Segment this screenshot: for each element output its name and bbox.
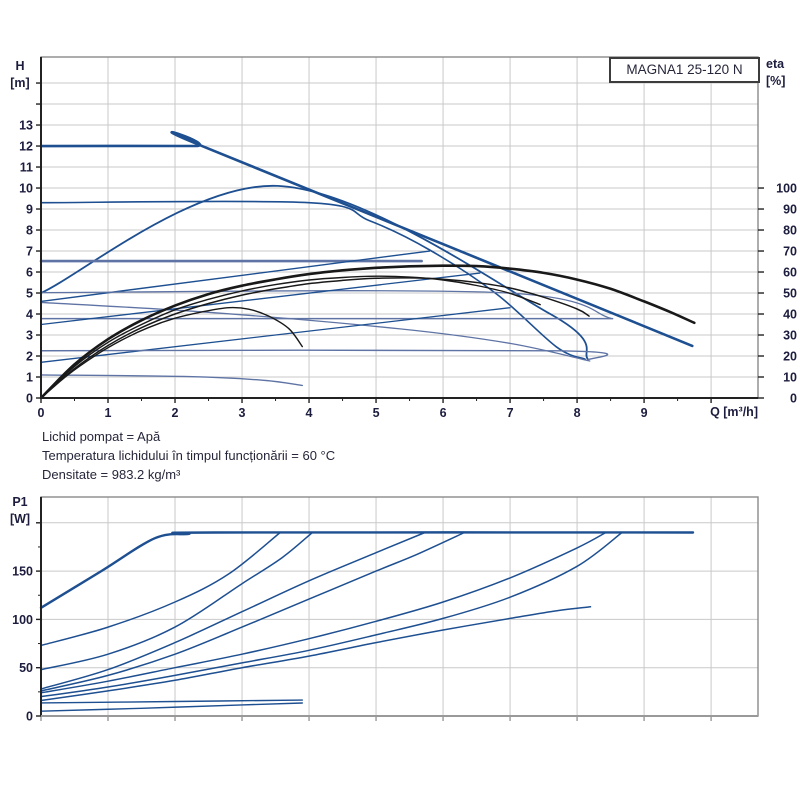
eta-tick-label: 80	[783, 224, 797, 238]
pump-model-label: MAGNA1 25-120 N	[609, 57, 760, 83]
y-tick-label: 9	[26, 203, 33, 217]
y-tick-label: 12	[19, 140, 33, 154]
q-axis-title: Q [m³/h]	[710, 405, 758, 419]
p1-max-curve	[39, 531, 695, 610]
y-tick-label: 11	[20, 161, 33, 175]
const-pressure-5-curve	[40, 290, 612, 319]
x-tick-label: 3	[239, 406, 246, 420]
p1-min-curve-a	[40, 699, 303, 704]
p1-curve-4	[40, 531, 426, 690]
prop-riser-mid	[40, 272, 481, 326]
x-tick-label: 2	[172, 406, 179, 420]
y-tick-label: 10	[19, 182, 33, 196]
p1-axis-symbol: P1	[12, 495, 28, 509]
y-tick-label: 2	[26, 350, 33, 364]
h-axis-title: H [m]	[2, 58, 38, 92]
info-line-density: Densitate = 983.2 kg/m³	[42, 467, 181, 482]
y-tick-label: 13	[19, 119, 33, 133]
y-tick-label: 1	[26, 371, 33, 385]
p1-axis-unit: [W]	[9, 512, 31, 526]
p1-curve-2	[40, 531, 281, 647]
x-tick-label: 4	[306, 406, 313, 420]
chart-group: 0 1 2 3 4 5 6 7 8 9012345678910111213010203040506…	[19, 56, 797, 420]
h-axis-symbol: H	[15, 59, 25, 73]
eta-curve-2	[40, 277, 590, 399]
p1-curve-3	[40, 531, 314, 671]
eta-tick-label: 50	[783, 287, 797, 301]
eta-axis-title: eta [%]	[766, 56, 800, 90]
chart-group: 0 50 100 150	[12, 496, 759, 724]
eta-tick-label: 40	[783, 308, 797, 322]
x-tick-label: 8	[574, 406, 581, 420]
info-line-temperature: Temperatura lichidului în timpul funcțio…	[42, 448, 336, 463]
info-line-liquid: Lichid pompat = Apă	[42, 429, 161, 444]
x-tick-label: 7	[507, 406, 514, 420]
y-tick-label: 0	[26, 392, 33, 406]
x-tick-label: 5	[373, 406, 380, 420]
y-tick-label: 3	[26, 329, 33, 343]
eta-tick-label: 90	[783, 203, 797, 217]
eta-curve-3	[40, 275, 541, 399]
eta-tick-label: 0	[790, 392, 797, 406]
speed2-curve	[40, 200, 586, 360]
y-tick-label: 100	[12, 613, 33, 627]
p1-curve-8	[40, 606, 592, 702]
max-speed-curve	[39, 130, 694, 348]
liquid-info-block: Lichid pompat = Apă Temperatura lichidul…	[42, 427, 335, 484]
y-tick-label: 150	[12, 565, 33, 579]
y-tick-label: 4	[26, 308, 33, 322]
low-speed-droop-curve	[40, 301, 591, 362]
x-tick-label: 9	[641, 406, 648, 420]
p1-curve-6	[40, 531, 607, 694]
y-tick-label: 50	[19, 661, 33, 675]
eta-tick-label: 100	[776, 182, 797, 196]
plot-frame	[40, 496, 759, 717]
x-tick-label: 1	[105, 406, 112, 420]
prop-pressure-max-curve	[40, 184, 589, 361]
eta-axis-symbol: eta	[766, 57, 785, 71]
eta-curve-min	[40, 306, 303, 399]
p1-curve-7	[40, 531, 623, 698]
eta-tick-label: 60	[783, 266, 797, 280]
y-tick-label: 6	[26, 266, 33, 280]
eta-tick-label: 10	[783, 371, 797, 385]
y-tick-label: 7	[26, 245, 33, 259]
eta-tick-label: 70	[783, 245, 797, 259]
y-tick-label: 5	[26, 287, 33, 301]
prop-riser-low	[40, 307, 511, 363]
y-tick-label: 0	[26, 710, 33, 724]
p1-axis-title: P1 [W]	[2, 494, 38, 528]
prop-riser-high	[40, 250, 431, 303]
p1-min-curve-b	[40, 702, 303, 712]
min-speed-curve	[40, 374, 303, 387]
x-tick-label: 0	[38, 406, 45, 420]
y-tick-label: 8	[26, 224, 33, 238]
eta-tick-label: 30	[783, 329, 797, 343]
x-tick-label: 6	[440, 406, 447, 420]
eta-curve-max	[39, 264, 696, 400]
eta-tick-label: 20	[783, 350, 797, 364]
eta-axis-unit: [%]	[766, 74, 786, 88]
h-axis-unit: [m]	[10, 76, 30, 90]
const-pressure-2.2-curve	[40, 349, 609, 361]
p1-curve-5	[40, 531, 466, 692]
